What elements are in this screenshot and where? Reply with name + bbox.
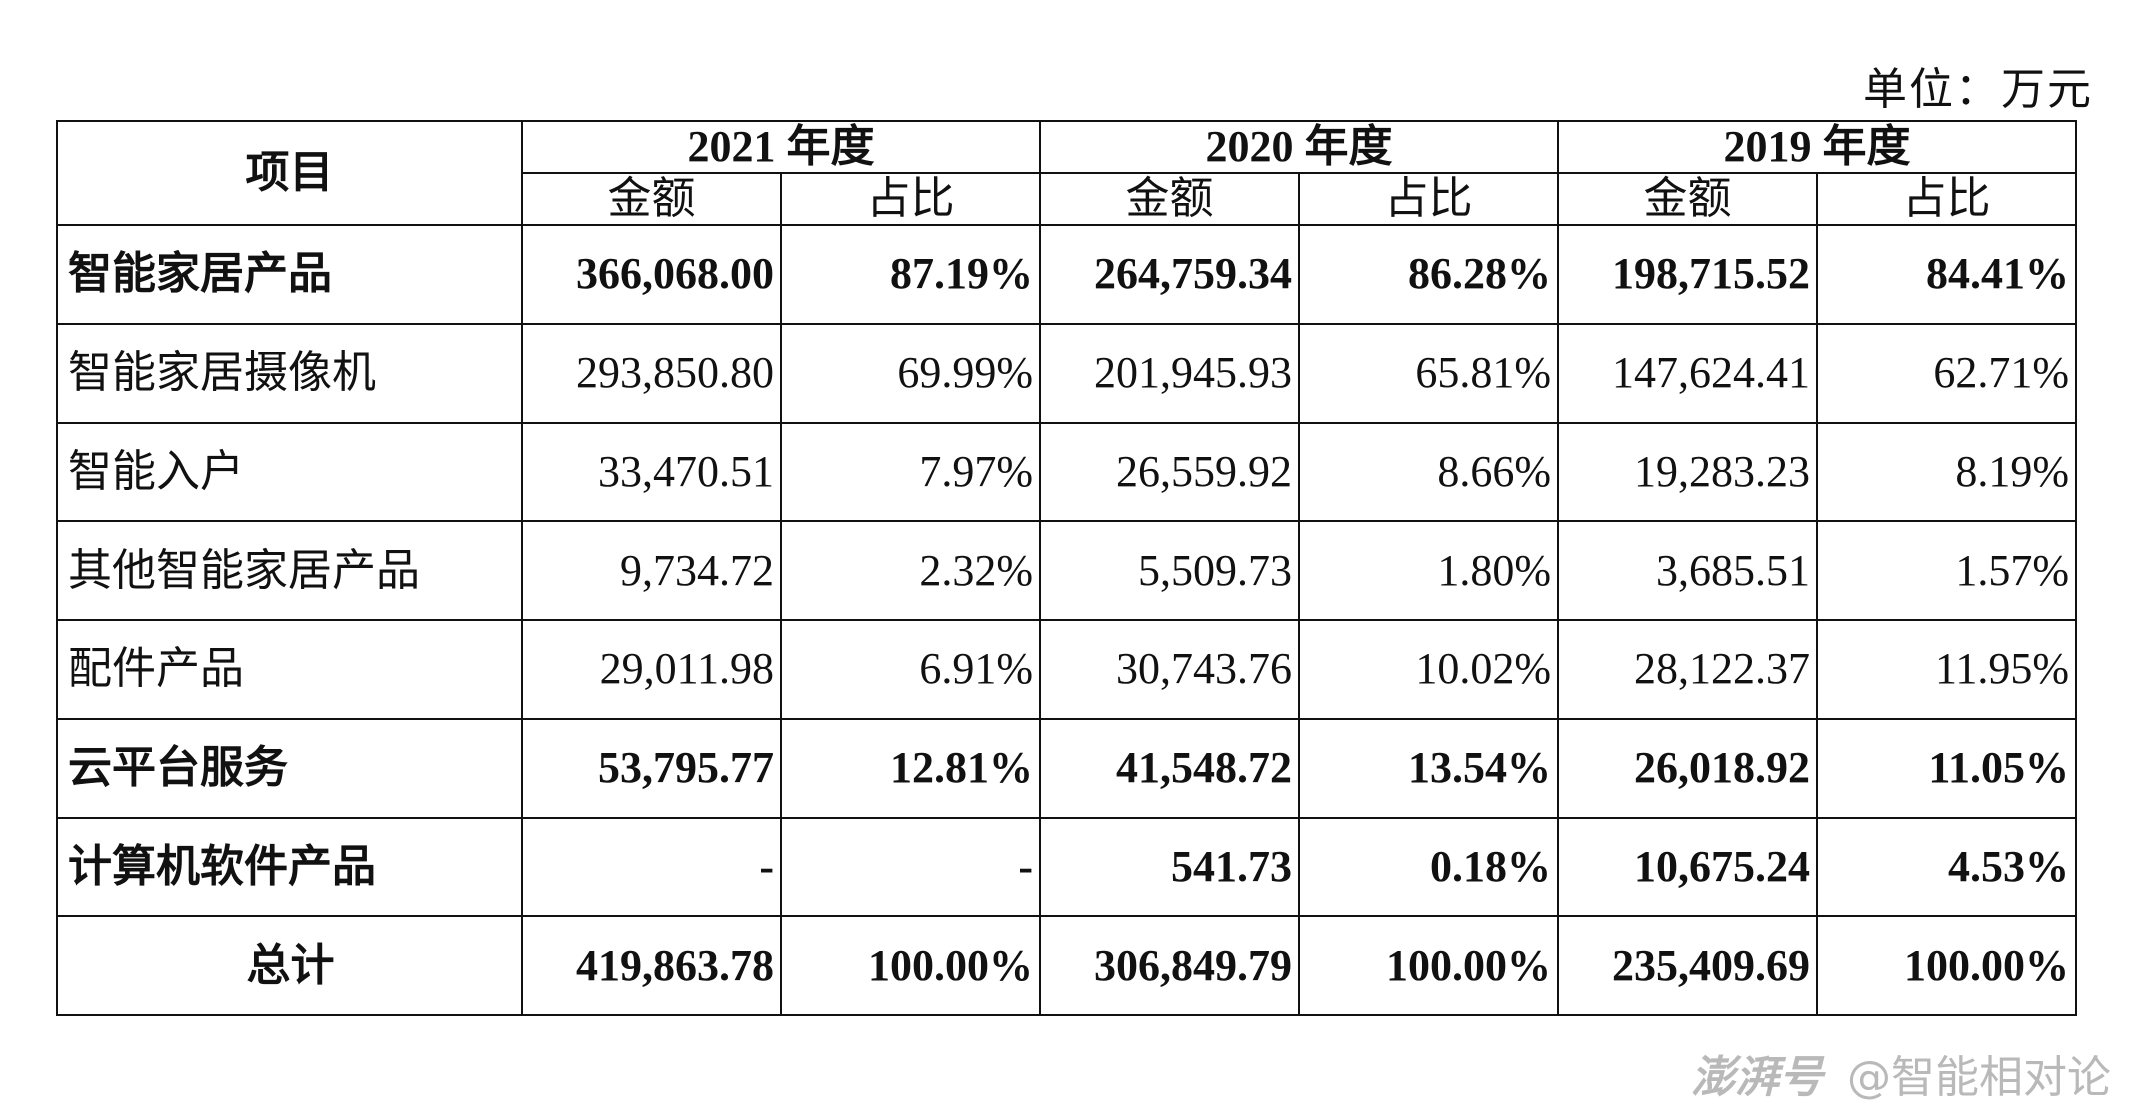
year-header-2019: 2019 年度 bbox=[1557, 120, 2077, 174]
cell-amount-2020: 26,559.92 bbox=[1039, 421, 1300, 523]
cell-ratio-2020: 1.80% bbox=[1298, 520, 1559, 621]
cell-amount-2021: 33,470.51 bbox=[521, 421, 782, 523]
unit-label: 单位：万元 bbox=[1863, 65, 2093, 114]
cell-ratio-2021: 87.19% bbox=[780, 224, 1041, 325]
cell-amount-2020: 41,548.72 bbox=[1039, 717, 1300, 819]
cell-ratio-2020: 10.02% bbox=[1298, 619, 1559, 720]
row-label: 配件产品 bbox=[56, 619, 523, 720]
cell-amount-2019: 235,409.69 bbox=[1557, 915, 1818, 1016]
table-row: 智能入户 33,470.51 7.97% 26,559.92 8.66% 19,283.2… bbox=[56, 421, 2077, 523]
cell-ratio-2021: 6.91% bbox=[780, 619, 1041, 720]
cell-ratio-2020: 13.54% bbox=[1298, 717, 1559, 819]
cell-amount-2021: - bbox=[521, 816, 782, 918]
cell-amount-2019: 26,018.92 bbox=[1557, 717, 1818, 819]
table-row: 计算机软件产品 - -541.73 0.18% 10,675.24 4.53% bbox=[56, 816, 2077, 918]
cell-amount-2021: 366,068.00 bbox=[521, 224, 782, 325]
cell-amount-2021: 419,863.78 bbox=[521, 915, 782, 1016]
cell-ratio-2021: 12.81% bbox=[780, 717, 1041, 819]
cell-ratio-2020: 86.28% bbox=[1298, 224, 1559, 325]
cell-amount-2021: 9,734.72 bbox=[521, 520, 782, 621]
cell-ratio-2019: 8.19% bbox=[1816, 421, 2077, 523]
year-header-2021: 2021 年度 bbox=[521, 120, 1041, 174]
cell-ratio-2019: 11.95% bbox=[1816, 619, 2077, 720]
cell-amount-2020: 306,849.79 bbox=[1039, 915, 1300, 1016]
cell-ratio-2020: 65.81% bbox=[1298, 322, 1559, 424]
cell-amount-2021: 29,011.98 bbox=[521, 619, 782, 720]
cell-amount-2021: 53,795.77 bbox=[521, 717, 782, 819]
cell-ratio-2021: - bbox=[780, 816, 1041, 918]
cell-amount-2020: 5,509.73 bbox=[1039, 520, 1300, 621]
cell-ratio-2020: 0.18% bbox=[1298, 816, 1559, 918]
cell-amount-2021: 293,850.80 bbox=[521, 322, 782, 424]
cell-amount-2020: 30,743.76 bbox=[1039, 619, 1300, 720]
row-label: 智能家居产品 bbox=[56, 224, 523, 325]
table-body: 智能家居产品 366,068.00 87.19% 264,759.34 86.28% 19… bbox=[56, 224, 2077, 1016]
cell-ratio-2019: 1.57% bbox=[1816, 520, 2077, 621]
ratio-header: 占比 bbox=[1298, 172, 1559, 226]
header-row-years: 项目 2021 年度 2020 年度 2019 年度 bbox=[56, 120, 2077, 226]
row-label: 总计 bbox=[56, 915, 523, 1016]
revenue-table: 项目 2021 年度 2020 年度 2019 年度 金额 占比 金额 占比 金… bbox=[56, 120, 2077, 1016]
item-header: 项目 bbox=[56, 120, 523, 226]
row-label: 云平台服务 bbox=[56, 717, 523, 819]
amount-header: 金额 bbox=[1557, 172, 1818, 226]
row-label: 智能入户 bbox=[56, 421, 523, 523]
cell-ratio-2020: 100.00% bbox=[1298, 915, 1559, 1016]
table-row: 其他智能家居产品 9,734.72 2.32% 5,509.73 1.80% 3,685.… bbox=[56, 520, 2077, 621]
cell-ratio-2020: 8.66% bbox=[1298, 421, 1559, 523]
cell-ratio-2019: 62.71% bbox=[1816, 322, 2077, 424]
ratio-header: 占比 bbox=[780, 172, 1041, 226]
cell-ratio-2021: 69.99% bbox=[780, 322, 1041, 424]
cell-amount-2019: 147,624.41 bbox=[1557, 322, 1818, 424]
table-row: 智能家居产品 366,068.00 87.19% 264,759.34 86.28% 19… bbox=[56, 224, 2077, 325]
cell-amount-2019: 198,715.52 bbox=[1557, 224, 1818, 325]
cell-ratio-2019: 11.05% bbox=[1816, 717, 2077, 819]
row-label: 智能家居摄像机 bbox=[56, 322, 523, 424]
amount-header: 金额 bbox=[521, 172, 782, 226]
cell-ratio-2019: 4.53% bbox=[1816, 816, 2077, 918]
total-row: 总计 419,863.78 100.00% 306,849.79 100.00% 235,… bbox=[56, 915, 2077, 1016]
cell-ratio-2021: 2.32% bbox=[780, 520, 1041, 621]
table-row: 配件产品 29,011.98 6.91% 30,743.76 10.02% 28,122.… bbox=[56, 619, 2077, 720]
table-row: 智能家居摄像机 293,850.80 69.99% 201,945.93 65.81% 1… bbox=[56, 322, 2077, 424]
cell-ratio-2019: 84.41% bbox=[1816, 224, 2077, 325]
table-row: 云平台服务 53,795.77 12.81% 41,548.72 13.54% 26,01… bbox=[56, 717, 2077, 819]
watermark-brand: 澎湃号 bbox=[1691, 1052, 1823, 1103]
cell-amount-2019: 10,675.24 bbox=[1557, 816, 1818, 918]
watermark-account: @智能相对论 bbox=[1847, 1052, 2111, 1103]
cell-ratio-2021: 7.97% bbox=[780, 421, 1041, 523]
ratio-header: 占比 bbox=[1816, 172, 2077, 226]
cell-amount-2020: 541.73 bbox=[1039, 816, 1300, 918]
cell-amount-2019: 3,685.51 bbox=[1557, 520, 1818, 621]
cell-amount-2019: 28,122.37 bbox=[1557, 619, 1818, 720]
row-label: 其他智能家居产品 bbox=[56, 520, 523, 621]
cell-amount-2020: 201,945.93 bbox=[1039, 322, 1300, 424]
header-row-metrics: 金额 占比 金额 占比 金额 占比 bbox=[57, 172, 2077, 226]
cell-amount-2019: 19,283.23 bbox=[1557, 421, 1818, 523]
cell-ratio-2019: 100.00% bbox=[1816, 915, 2077, 1016]
year-header-2020: 2020 年度 bbox=[1039, 120, 1559, 174]
watermark: 澎湃号 @智能相对论 bbox=[1691, 1050, 2111, 1106]
cell-amount-2020: 264,759.34 bbox=[1039, 224, 1300, 325]
row-label: 计算机软件产品 bbox=[56, 816, 523, 918]
amount-header: 金额 bbox=[1039, 172, 1300, 226]
cell-ratio-2021: 100.00% bbox=[780, 915, 1041, 1016]
